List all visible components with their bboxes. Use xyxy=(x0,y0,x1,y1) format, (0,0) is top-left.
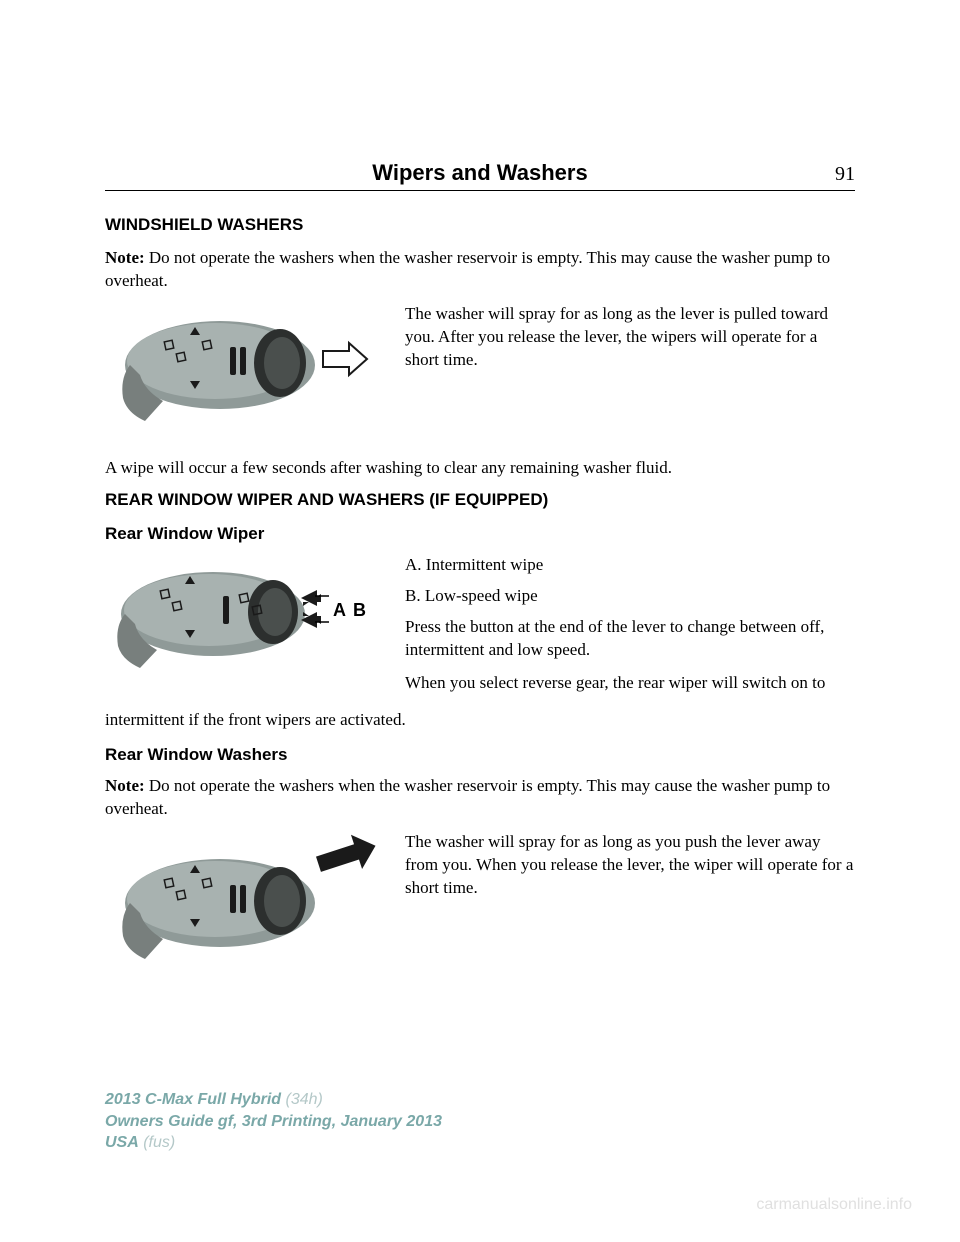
note-label-2: Note: xyxy=(105,776,145,795)
section-rear-heading: REAR WINDOW WIPER AND WASHERS (IF EQUIPP… xyxy=(105,490,855,510)
rear-washers-subheading: Rear Window Washers xyxy=(105,745,855,765)
page-header: Wipers and Washers 91 xyxy=(105,160,855,191)
windshield-text-col: The washer will spray for as long as the… xyxy=(405,303,855,382)
item-a: A. Intermittent wipe xyxy=(405,554,855,577)
rear-para2-lead: When you select reverse gear, the rear w… xyxy=(405,672,855,695)
windshield-para1: The washer will spray for as long as the… xyxy=(405,303,855,372)
lever-icon xyxy=(105,303,385,443)
rear-wiper-text-col: A. Intermittent wipe B. Low-speed wipe P… xyxy=(405,554,855,695)
lever-ab-icon: A B xyxy=(105,554,385,682)
header-title: Wipers and Washers xyxy=(105,160,795,186)
note-windshield: Note: Do not operate the washers when th… xyxy=(105,247,855,293)
rear-para1: Press the button at the end of the lever… xyxy=(405,616,855,662)
rear-wiper-illustration: A B xyxy=(105,554,385,682)
section-windshield-washers-heading: WINDSHIELD WASHERS xyxy=(105,215,855,235)
footer-region: USA xyxy=(105,1134,139,1151)
lever-push-icon xyxy=(105,831,385,971)
windshield-washer-illustration xyxy=(105,303,385,443)
footer-code1: (34h) xyxy=(281,1091,323,1108)
watermark: carmanualsonline.info xyxy=(756,1196,912,1214)
rear-para3: The washer will spray for as long as you… xyxy=(405,831,855,900)
footer-model: 2013 C-Max Full Hybrid xyxy=(105,1091,281,1108)
rear-washer-row: The washer will spray for as long as you… xyxy=(105,831,855,971)
rear-washer-illustration xyxy=(105,831,385,971)
label-b-text: B xyxy=(353,600,366,620)
windshield-para2: A wipe will occur a few seconds after wa… xyxy=(105,457,855,480)
rear-wiper-row: A B A. Intermittent wipe B. Low-speed wi… xyxy=(105,554,855,695)
label-a-text: A xyxy=(333,600,346,620)
note-text-2: Do not operate the washers when the wash… xyxy=(105,776,830,818)
note-text: Do not operate the washers when the wash… xyxy=(105,248,830,290)
page-footer: 2013 C-Max Full Hybrid (34h) Owners Guid… xyxy=(105,1089,442,1154)
footer-line1: 2013 C-Max Full Hybrid (34h) xyxy=(105,1089,442,1111)
rear-wiper-subheading: Rear Window Wiper xyxy=(105,524,855,544)
note-label: Note: xyxy=(105,248,145,267)
rear-washer-text-col: The washer will spray for as long as you… xyxy=(405,831,855,910)
footer-line3: USA (fus) xyxy=(105,1132,442,1154)
rear-para2-wrap: intermittent if the front wipers are act… xyxy=(105,709,855,732)
page-number: 91 xyxy=(795,163,855,186)
footer-code2: (fus) xyxy=(139,1134,175,1151)
footer-line2: Owners Guide gf, 3rd Printing, January 2… xyxy=(105,1111,442,1133)
windshield-washer-row: The washer will spray for as long as the… xyxy=(105,303,855,443)
note-rear-washers: Note: Do not operate the washers when th… xyxy=(105,775,855,821)
item-b: B. Low-speed wipe xyxy=(405,585,855,608)
